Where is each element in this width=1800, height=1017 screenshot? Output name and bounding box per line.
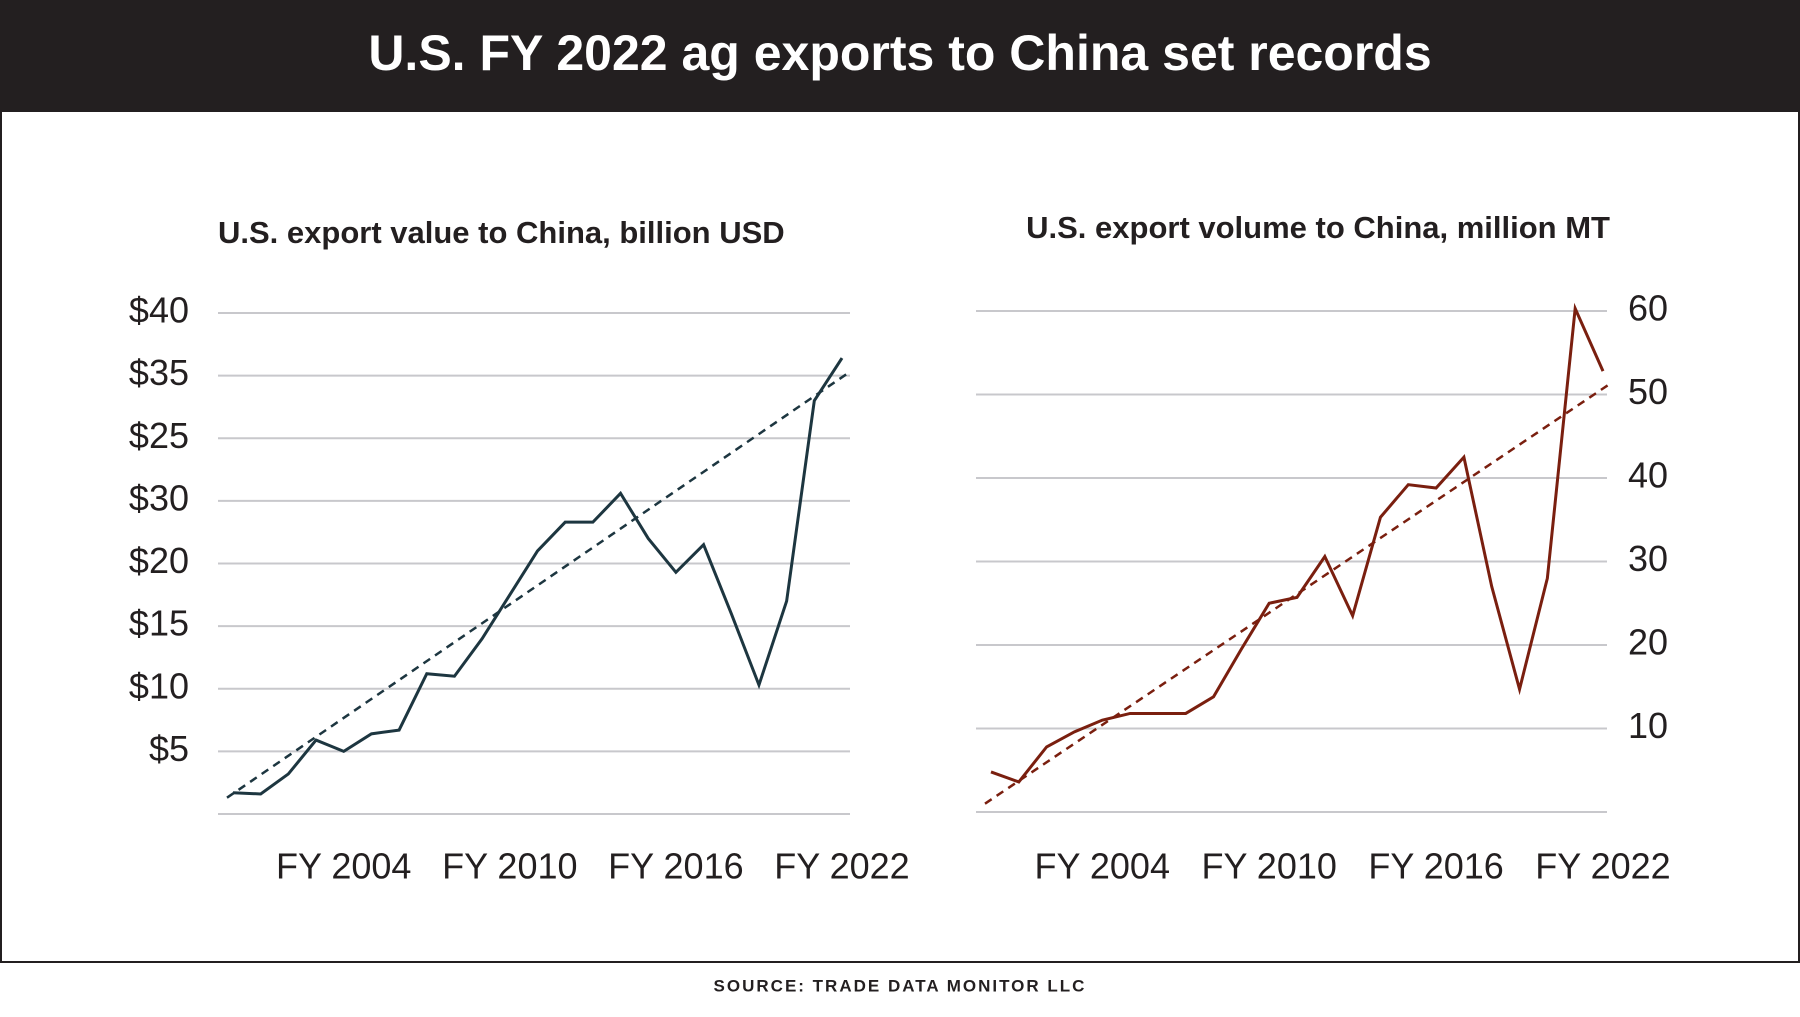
y-tick-label: 20 bbox=[1628, 622, 1668, 663]
y-tick-label: 30 bbox=[1628, 538, 1668, 579]
x-tick-label: FY 2022 bbox=[1535, 846, 1670, 887]
x-tick-label: FY 2016 bbox=[1368, 846, 1503, 887]
data-line bbox=[990, 302, 1605, 784]
y-tick-label: $25 bbox=[129, 415, 189, 456]
x-tick-label: FY 2010 bbox=[1201, 846, 1336, 887]
y-tick-label: $5 bbox=[149, 728, 189, 769]
y-tick-label: $20 bbox=[129, 540, 189, 581]
frame bbox=[0, 110, 1800, 963]
y-tick-label: 40 bbox=[1628, 455, 1668, 496]
title-bar bbox=[0, 0, 1800, 111]
y-tick-label: $35 bbox=[129, 352, 189, 393]
y-tick-label: 60 bbox=[1628, 288, 1668, 329]
source: SOURCE: TRADE DATA MONITOR LLC bbox=[714, 976, 1087, 995]
chart-title: U.S. export volume to China, million MT bbox=[1026, 210, 1610, 245]
y-tick-label: $10 bbox=[129, 665, 189, 706]
trend-line bbox=[984, 383, 1610, 805]
main-title: U.S. FY 2022 ag exports to China set rec… bbox=[368, 25, 1431, 81]
y-tick-label: 50 bbox=[1628, 371, 1668, 412]
trend-line bbox=[226, 372, 849, 799]
y-tick-label: $15 bbox=[129, 603, 189, 644]
x-tick-label: FY 2004 bbox=[1035, 846, 1170, 887]
x-tick-label: FY 2022 bbox=[774, 846, 909, 887]
x-tick-label: FY 2004 bbox=[276, 846, 411, 887]
chart-title: U.S. export value to China, billion USD bbox=[218, 215, 785, 250]
y-tick-label: 10 bbox=[1628, 705, 1668, 746]
y-tick-label: $40 bbox=[129, 290, 189, 331]
data-line bbox=[232, 357, 844, 796]
x-tick-label: FY 2010 bbox=[442, 846, 577, 887]
x-tick-label: FY 2016 bbox=[608, 846, 743, 887]
y-tick-label: $30 bbox=[129, 477, 189, 518]
